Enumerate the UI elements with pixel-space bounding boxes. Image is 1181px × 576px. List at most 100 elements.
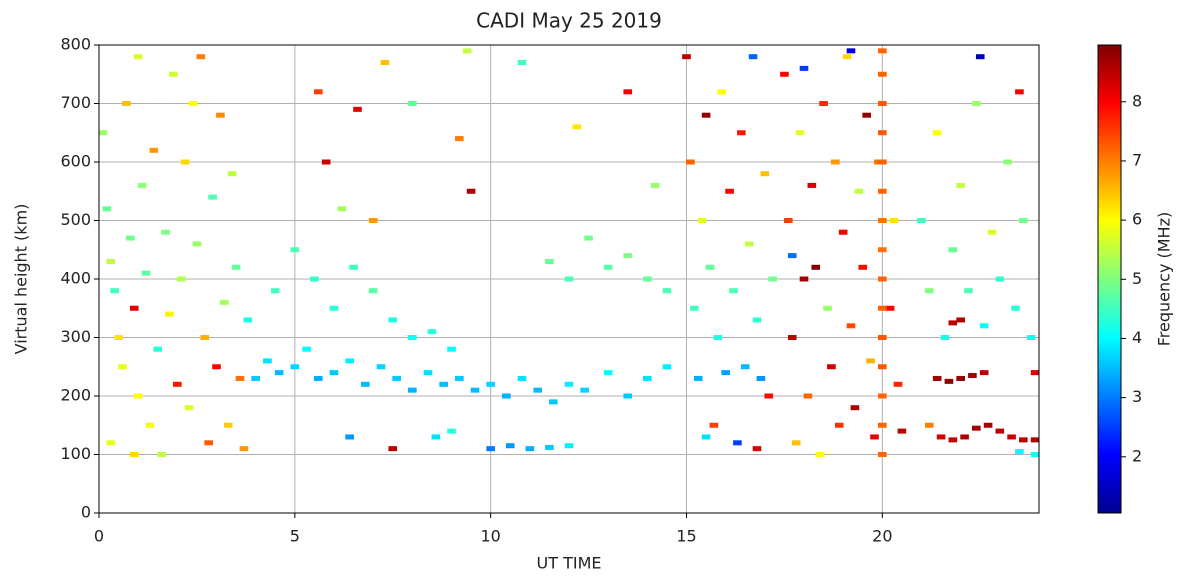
echo — [141, 270, 151, 276]
echo — [98, 130, 108, 136]
echo — [310, 276, 319, 282]
echo — [917, 218, 926, 223]
echo — [948, 247, 958, 253]
echo — [940, 335, 950, 340]
echo — [878, 452, 887, 457]
echo — [956, 375, 965, 381]
colorbar-tick-label: 5 — [1132, 269, 1142, 288]
echo — [686, 159, 695, 165]
echo — [925, 288, 934, 294]
echo — [208, 194, 217, 200]
colorbar-tick-label: 3 — [1132, 387, 1142, 406]
echo — [153, 346, 163, 352]
echo — [314, 89, 323, 95]
echo — [795, 130, 805, 136]
echo — [1015, 449, 1024, 455]
echo — [878, 305, 887, 311]
echo — [184, 405, 194, 411]
echo — [102, 206, 112, 212]
echo — [717, 89, 727, 95]
echo — [878, 101, 887, 106]
echo — [784, 218, 793, 223]
echo — [129, 452, 139, 457]
echo — [439, 381, 448, 387]
echo — [744, 241, 754, 247]
echo — [263, 358, 272, 364]
echo — [878, 48, 887, 54]
echo — [470, 387, 480, 393]
echo — [290, 364, 300, 370]
echo — [878, 393, 887, 399]
echo — [180, 159, 190, 165]
x-tick-label: 15 — [676, 527, 696, 546]
echo — [525, 446, 535, 452]
echo — [220, 299, 229, 305]
echo — [807, 182, 817, 188]
echo — [690, 305, 699, 311]
echo — [137, 182, 147, 188]
echo — [353, 106, 362, 112]
echo — [564, 381, 574, 387]
echo — [932, 130, 942, 136]
echo — [897, 428, 907, 434]
echo — [1030, 452, 1040, 457]
echo — [106, 440, 116, 446]
colorbar-tick-label: 4 — [1132, 328, 1142, 347]
echo — [192, 241, 202, 247]
echo — [701, 112, 711, 118]
echo — [1030, 437, 1040, 443]
echo — [713, 335, 723, 340]
echo — [737, 130, 746, 136]
echo — [995, 428, 1005, 434]
echo — [972, 101, 981, 106]
echo — [114, 335, 123, 340]
echo — [200, 335, 210, 340]
echo — [380, 60, 390, 66]
echo — [878, 188, 887, 194]
echo — [838, 229, 848, 235]
echo — [650, 182, 660, 188]
echo — [983, 422, 993, 428]
echo — [972, 425, 981, 431]
echo — [122, 101, 131, 106]
echo — [227, 171, 237, 177]
echo — [979, 370, 989, 376]
echo — [329, 370, 339, 376]
echo — [204, 440, 213, 446]
echo — [740, 364, 750, 370]
echo — [376, 364, 386, 370]
echo — [502, 393, 511, 399]
echo — [878, 159, 887, 165]
echo — [149, 147, 159, 153]
echo — [603, 370, 613, 376]
y-tick-label: 600 — [60, 152, 91, 171]
chart-title: CADI May 25 2019 — [476, 9, 662, 33]
echo — [176, 276, 186, 282]
echo — [1019, 437, 1028, 443]
echo — [235, 375, 245, 381]
echo — [948, 320, 958, 326]
echo — [118, 364, 127, 370]
echo — [329, 305, 339, 311]
echo — [878, 422, 887, 428]
echo — [290, 247, 300, 253]
echo — [721, 370, 730, 376]
echo — [936, 434, 946, 440]
echo — [423, 370, 433, 376]
y-tick-label: 300 — [60, 327, 91, 346]
echo — [196, 54, 206, 60]
echo — [545, 444, 554, 450]
echo — [216, 112, 225, 118]
y-axis-label: Virtual height (km) — [12, 204, 31, 355]
echo — [408, 387, 417, 393]
echo — [752, 446, 762, 452]
echo — [768, 276, 777, 282]
echo — [948, 437, 958, 443]
echo — [823, 305, 832, 311]
echo — [682, 54, 691, 60]
echo — [791, 440, 801, 446]
echo — [1007, 434, 1016, 440]
echo — [752, 317, 762, 323]
echo — [106, 258, 116, 264]
echo — [705, 264, 715, 270]
